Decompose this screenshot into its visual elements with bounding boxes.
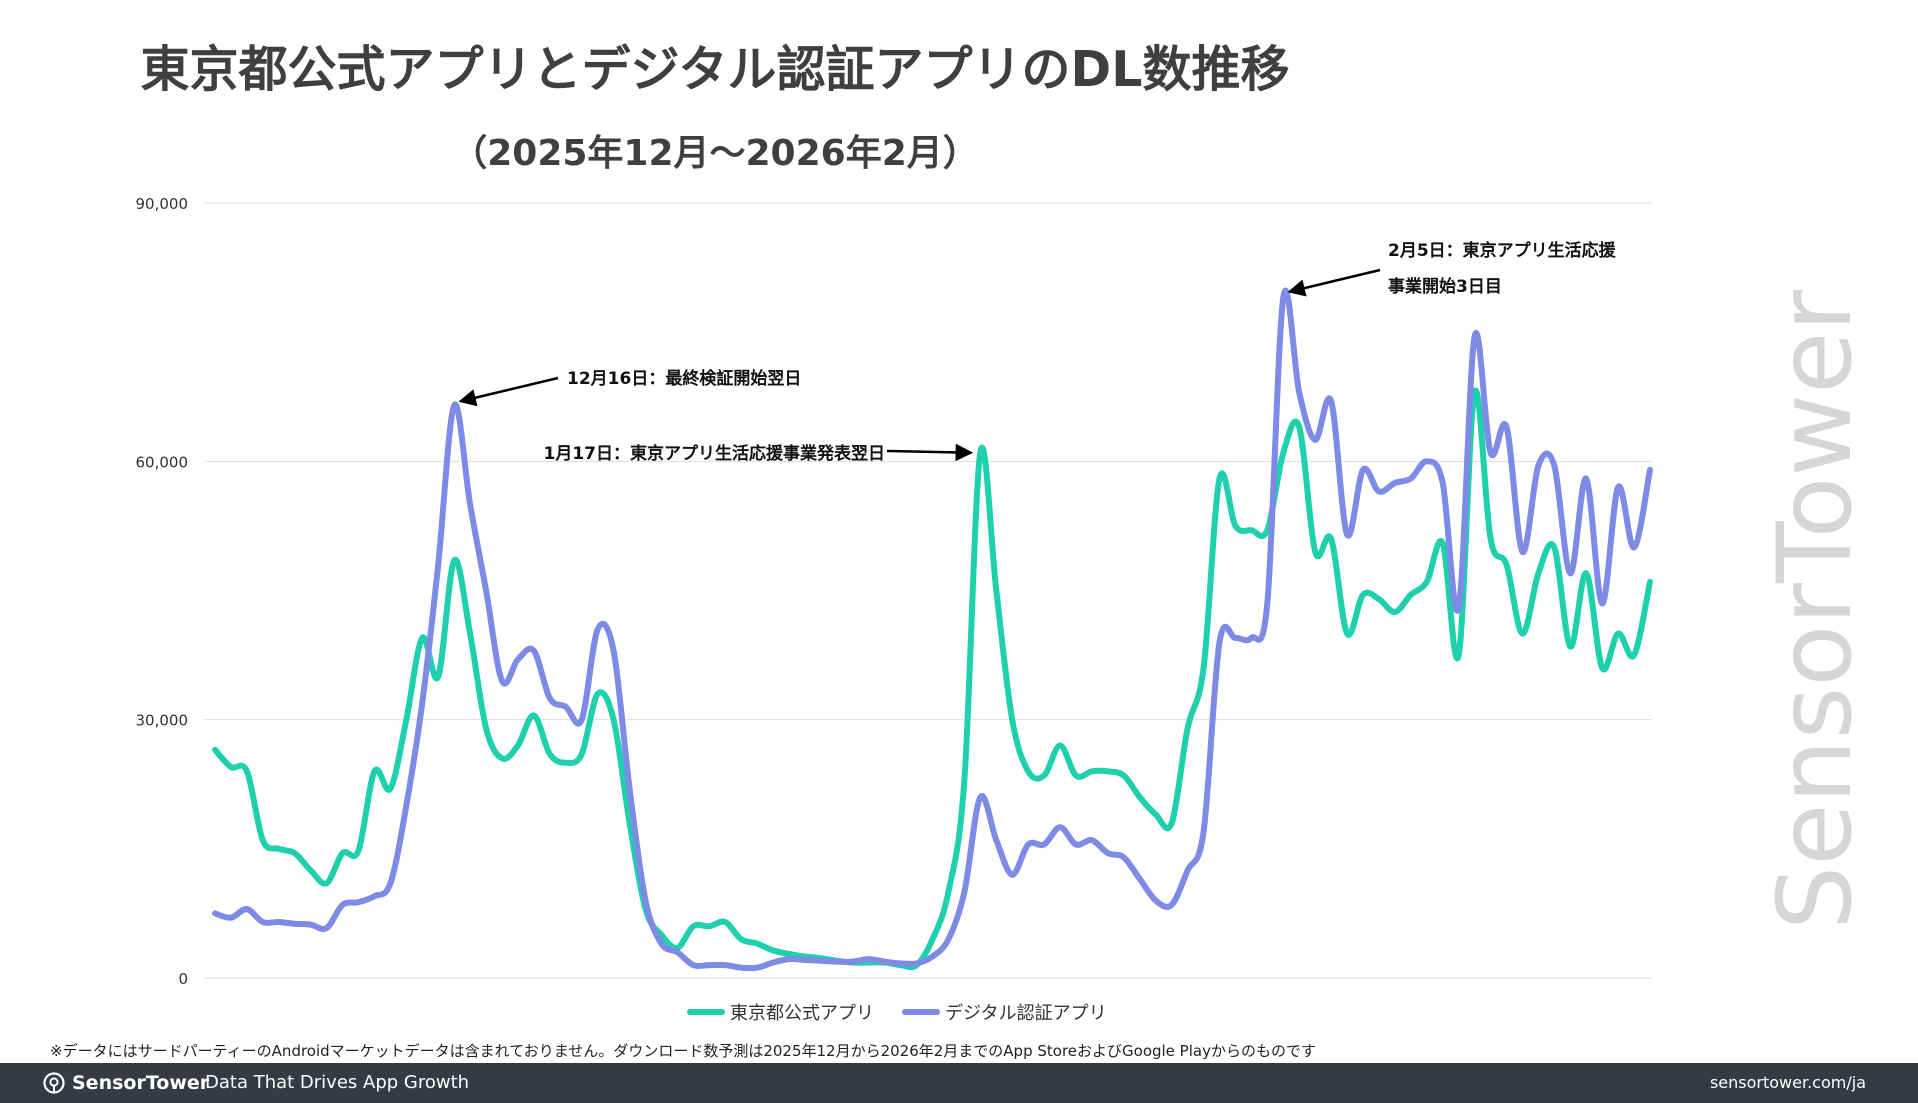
- line-chart: 90,000 60,000 30,000 0 12月16日：最終検証開始翌日 1月17日…: [136, 195, 1653, 1024]
- legend-item-digital-auth-app-label: デジタル認証アプリ: [945, 1003, 1107, 1024]
- legend: 東京都公式アプリ デジタル認証アプリ: [687, 1003, 1107, 1024]
- footer-brand-name: SensorTower: [72, 1072, 210, 1094]
- footer-url[interactable]: sensortower.com/ja: [1709, 1073, 1866, 1092]
- annotation-label-line2: 事業開始3日目: [1388, 276, 1502, 297]
- legend-item-tokyo-app-label: 東京都公式アプリ: [730, 1003, 874, 1024]
- y-axis-ticks: 90,000 60,000 30,000 0: [136, 195, 189, 988]
- sensortower-logo-icon: [43, 1072, 65, 1094]
- footnote: ※データにはサードパーティーのAndroidマーケットデータは含まれておりません…: [50, 1042, 1316, 1060]
- annotation-arrow: [886, 443, 974, 462]
- annotation-arrow: [458, 376, 559, 407]
- annotation-label: 12月16日：最終検証開始翌日: [567, 368, 801, 389]
- series-line-digital-auth-app: [212, 287, 1653, 972]
- series-lines: [212, 287, 1653, 972]
- y-tick-label: 60,000: [136, 453, 189, 471]
- series-line-tokyo-app: [212, 387, 1653, 971]
- y-tick-label: 90,000: [136, 195, 189, 213]
- footer-brand[interactable]: SensorTower: [42, 1071, 209, 1095]
- annotation-label: 1月17日：東京アプリ生活応援事業発表翌日: [544, 443, 886, 464]
- y-tick-label: 0: [178, 970, 188, 988]
- watermark-text: SensorTower: [1756, 290, 1872, 930]
- gridlines: [205, 202, 1652, 979]
- annotation-label: 2月5日：東京アプリ生活応援: [1388, 240, 1617, 261]
- chart-title: 東京都公式アプリとデジタル認証アプリのDL数推移: [140, 41, 1290, 98]
- annotation-arrow: [1287, 268, 1381, 297]
- chart-subtitle: （2025年12月〜2026年2月）: [451, 133, 979, 174]
- footer-bar: SensorTower Data That Drives App Growth …: [0, 1063, 1918, 1103]
- sensortower-watermark: SensorTower: [1756, 290, 1872, 930]
- footer-tagline: Data That Drives App Growth: [205, 1072, 470, 1093]
- y-tick-label: 30,000: [136, 712, 189, 730]
- annotations: 12月16日：最終検証開始翌日 1月17日：東京アプリ生活応援事業発表翌日 2月5日…: [458, 240, 1617, 464]
